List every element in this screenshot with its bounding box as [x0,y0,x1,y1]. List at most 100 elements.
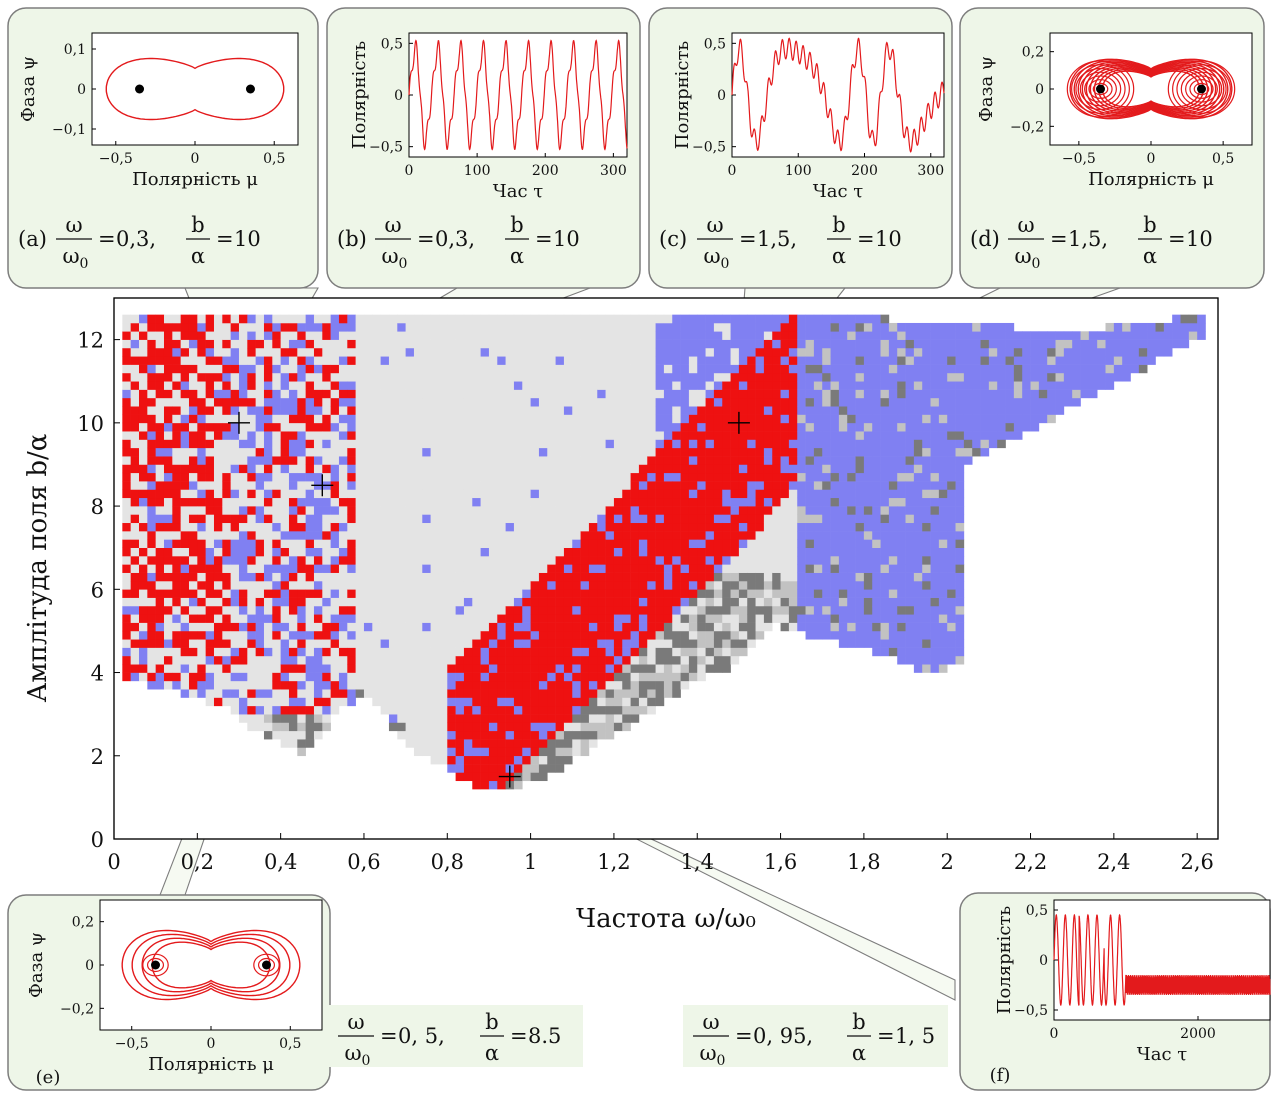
heatmap-cell [530,655,540,665]
heatmap-cell [680,572,690,582]
heatmap-cell [405,322,415,332]
heatmap-cell [655,672,665,682]
heatmap-cell [597,447,606,457]
heatmap-cell [288,739,298,748]
heatmap-cell [788,322,798,332]
heatmap-cell [888,481,898,490]
heatmap-cell [688,339,698,349]
heatmap-cell [805,422,815,432]
heatmap-cell [930,655,940,665]
heatmap-cell [213,672,223,682]
heatmap-cell [497,531,506,540]
heatmap-cell [555,539,565,548]
heatmap-cell [488,739,498,748]
heatmap-cell [597,539,606,548]
heatmap-cell [605,506,615,515]
heatmap-cell [288,506,298,515]
heatmap-cell [230,397,240,407]
heatmap-cell [130,397,140,407]
heatmap-cell [480,422,490,432]
heatmap-cell [463,356,473,365]
heatmap-cell [730,431,740,440]
heatmap-cell [838,589,848,598]
heatmap-cell [205,347,215,357]
heatmap-cell [822,539,831,548]
heatmap-cell [480,755,490,765]
heatmap-cell [547,389,556,399]
heatmap-cell [897,347,906,357]
heatmap-cell [738,622,748,632]
heatmap-cell [522,364,531,374]
heatmap-cell [930,347,940,357]
heatmap-cell [538,439,548,449]
heatmap-cell [147,347,156,357]
heatmap-cell [888,364,898,374]
heatmap-cell [155,597,165,607]
heatmap-cell [430,572,440,582]
heatmap-cell [330,372,340,382]
heatmap-cell [872,630,881,640]
heatmap-cell [122,572,131,582]
heatmap-cell [772,356,781,365]
heatmap-cell [888,372,898,382]
heatmap-cell [572,697,581,707]
heatmap-cell [130,647,140,657]
heatmap-cell [380,564,390,573]
heatmap-cell [663,672,673,682]
heatmap-cell [830,489,840,499]
heatmap-cell [738,356,748,365]
heatmap-cell [713,497,723,507]
heatmap-cell [480,589,490,598]
heatmap-cell [630,605,640,615]
heatmap-cell [830,339,840,349]
heatmap-cell [722,364,731,374]
heatmap-cell [380,664,390,673]
heatmap-cell [513,672,523,682]
heatmap-cell [638,647,648,657]
heatmap-cell [305,431,315,440]
heatmap-cell [1063,339,1073,349]
heatmap-cell [455,489,465,499]
heatmap-cell [538,497,548,507]
heatmap-cell [622,439,631,449]
heatmap-cell [647,406,656,415]
heatmap-cell [455,397,465,407]
heatmap-cell [663,347,673,357]
heatmap-cell [680,514,690,524]
heatmap-cell [305,456,315,465]
heatmap-cell [755,514,765,524]
heatmap-cell [438,422,448,432]
heatmap-cell [847,531,856,540]
heatmap-cell [313,322,323,332]
heatmap-cell [155,397,165,407]
heatmap-cell [897,447,906,457]
heatmap-cell [122,497,131,507]
heatmap-cell [347,522,356,532]
heatmap-cell [613,680,623,690]
heatmap-cell [147,556,156,565]
heatmap-cell [147,481,156,490]
heatmap-cell [1047,389,1056,399]
heatmap-cell [172,614,181,623]
heatmap-cell [905,547,915,557]
heatmap-cell [797,589,806,598]
heatmap-cell [930,472,940,482]
heatmap-cell [430,347,440,357]
heatmap-cell [788,605,798,615]
heatmap-cell [413,647,423,657]
heatmap-cell [955,506,965,515]
heatmap-cell [288,347,298,357]
heatmap-cell [272,547,281,557]
heatmap-cell [663,647,673,657]
heatmap-cell [622,605,631,615]
heatmap-cell [580,597,590,607]
heatmap-cell [905,364,915,374]
heatmap-cell [822,406,831,415]
heatmap-cell [372,672,381,682]
heatmap-cell [363,605,373,615]
heatmap-cell [363,431,373,440]
heatmap-cell [422,589,431,598]
heatmap-cell [630,356,640,365]
heatmap-cell [1030,422,1040,432]
heatmap-cell [530,547,540,557]
